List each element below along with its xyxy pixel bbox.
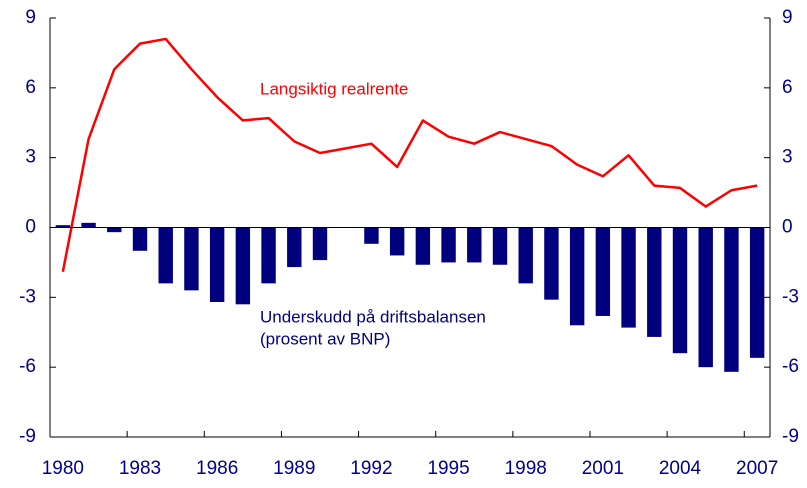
x-tick-label: 1998 <box>505 458 547 479</box>
bar <box>81 222 96 228</box>
x-tick-label: 1980 <box>42 458 84 479</box>
bar <box>389 227 405 256</box>
y-tick-label: 9 <box>25 7 36 28</box>
bar <box>107 227 122 233</box>
y-tick-label: -9 <box>19 426 36 447</box>
x-tick-label: 2004 <box>659 458 702 479</box>
bar <box>287 227 302 268</box>
annotation: Underskudd på driftsbalansen <box>260 307 486 326</box>
bar <box>621 227 636 328</box>
annotation: (prosent av BNP) <box>260 329 390 348</box>
y2-tick-label: 0 <box>782 217 793 238</box>
x-tick-label: 2007 <box>736 458 778 479</box>
y-tick-label: 0 <box>25 217 36 238</box>
bar <box>544 227 559 300</box>
annotation: Langsiktig realrente <box>260 79 408 98</box>
y-tick-label: 6 <box>25 77 36 98</box>
bar <box>132 227 148 251</box>
y2-tick-label: 6 <box>782 77 793 98</box>
y2-tick-label: -3 <box>782 286 799 307</box>
line-series <box>61 37 758 272</box>
bar <box>647 227 662 337</box>
bar <box>595 227 611 316</box>
y2-tick-label: 9 <box>782 7 793 28</box>
y2-tick-label: -6 <box>782 356 799 377</box>
bar <box>518 227 533 284</box>
y2-tick-label: 3 <box>782 147 793 168</box>
bar <box>415 227 431 265</box>
bar <box>467 227 482 263</box>
bar <box>184 227 199 291</box>
bar <box>235 227 251 305</box>
bar <box>749 227 765 358</box>
y-tick-label: 3 <box>25 147 36 168</box>
bar <box>209 227 225 302</box>
bar <box>672 227 688 354</box>
x-tick-label: 1989 <box>273 458 315 479</box>
bar <box>441 227 456 263</box>
x-tick-label: 2001 <box>582 458 624 479</box>
y-tick-label: -3 <box>19 286 36 307</box>
bar <box>724 227 739 372</box>
x-tick-label: 1983 <box>119 458 161 479</box>
x-tick-label: 1995 <box>427 458 469 479</box>
bar <box>55 225 71 228</box>
bar <box>492 227 508 265</box>
bar <box>569 227 585 326</box>
bar <box>261 227 276 284</box>
bar <box>364 227 379 244</box>
x-tick-label: 1992 <box>350 458 392 479</box>
bar <box>312 227 328 261</box>
bar <box>698 227 713 368</box>
y2-tick-label: -9 <box>782 426 799 447</box>
bar <box>158 227 173 284</box>
y-tick-label: -6 <box>19 356 36 377</box>
x-tick-label: 1986 <box>196 458 238 479</box>
